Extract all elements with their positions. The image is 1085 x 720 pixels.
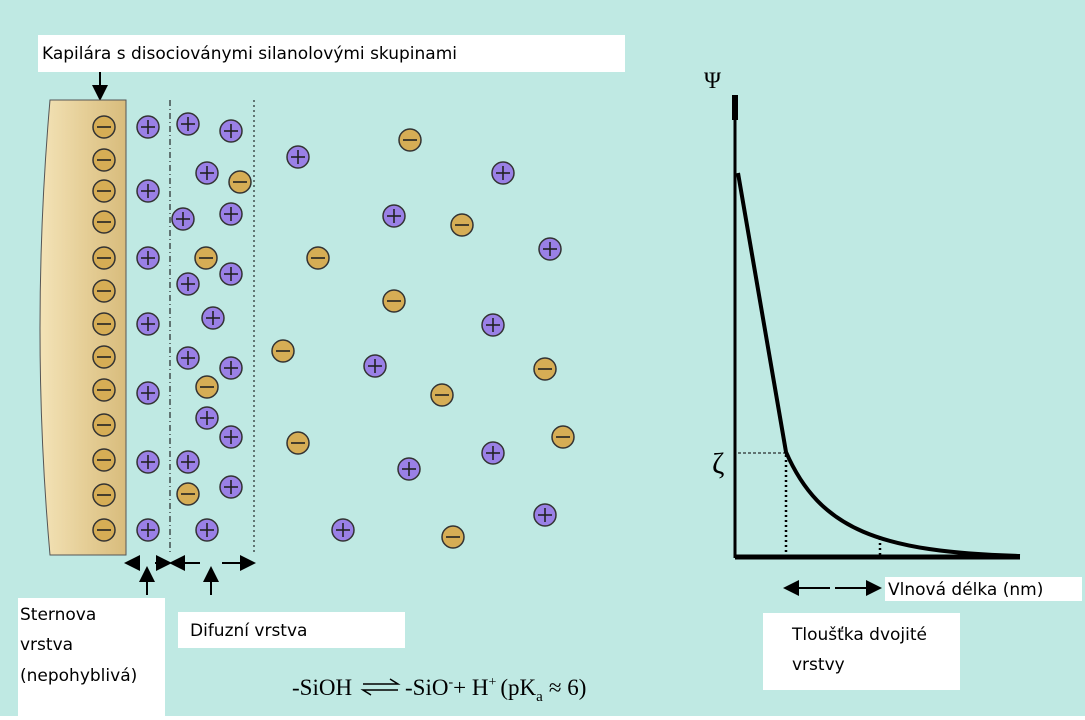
anion: [195, 375, 219, 399]
cation: [176, 272, 200, 296]
anion: [92, 378, 116, 402]
cation: [176, 112, 200, 136]
cation: [136, 179, 160, 203]
zeta-label: ζ: [712, 447, 724, 480]
cation: [136, 312, 160, 336]
cation: [219, 475, 243, 499]
anion: [92, 483, 116, 507]
anion: [92, 246, 116, 270]
cation: [219, 356, 243, 380]
cation: [286, 145, 310, 169]
cation: [481, 313, 505, 337]
cation: [136, 450, 160, 474]
cation: [136, 246, 160, 270]
cation: [176, 346, 200, 370]
x-axis-label: Vlnová délka (nm): [888, 580, 1043, 600]
thickness-label: Tloušťka dvojité: [791, 625, 927, 645]
cation: [481, 441, 505, 465]
cation: [331, 518, 355, 542]
anion: [176, 482, 200, 506]
anion: [92, 345, 116, 369]
anion: [92, 179, 116, 203]
equilibrium-arrow: [360, 678, 401, 696]
stern-label: Sternova: [20, 605, 96, 625]
anion: [450, 213, 474, 237]
anion: [92, 115, 116, 139]
anion: [194, 246, 218, 270]
label-box: [38, 35, 625, 72]
stern-label: (nepohyblivá): [20, 666, 137, 686]
cation: [382, 204, 406, 228]
cation: [136, 381, 160, 405]
cation: [363, 354, 387, 378]
ions: [92, 112, 575, 549]
cation: [538, 237, 562, 261]
cation: [219, 262, 243, 286]
anion: [92, 279, 116, 303]
arrows: [124, 555, 256, 595]
label-box: [178, 612, 405, 648]
cation: [219, 119, 243, 143]
cation: [195, 406, 219, 430]
cation: [136, 115, 160, 139]
anion: [286, 431, 310, 455]
text: -SiOH: [292, 675, 352, 700]
thickness-label: vrstvy: [792, 655, 845, 675]
diffuse-label: Difuzní vrstva: [190, 621, 307, 641]
anion: [382, 289, 406, 313]
anion: [398, 128, 422, 152]
text: +: [488, 675, 496, 690]
equation: -SiO-+ H+ (pKa ≈ 6): [405, 675, 586, 705]
anion: [551, 425, 575, 449]
cation: [176, 450, 200, 474]
equation: -SiOH: [292, 675, 352, 700]
label-box: [18, 598, 165, 716]
anion: [92, 413, 116, 437]
anion: [228, 170, 252, 194]
cation: [195, 161, 219, 185]
anion: [271, 339, 295, 363]
stern-label: vrstva: [20, 635, 73, 655]
anion: [92, 448, 116, 472]
anion: [92, 148, 116, 172]
anion: [92, 210, 116, 234]
anion: [92, 312, 116, 336]
cation: [533, 503, 557, 527]
anion: [306, 246, 330, 270]
cation: [195, 518, 219, 542]
graph: [732, 95, 1021, 560]
psi-label: Ψ: [704, 68, 721, 93]
text: + H: [453, 675, 488, 700]
cation: [219, 202, 243, 226]
capillary-label: Kapilára s disocioványmi silanolovými sk…: [42, 44, 457, 64]
cation: [491, 161, 515, 185]
anion: [533, 357, 557, 381]
text: (pK: [500, 675, 536, 700]
cation: [136, 518, 160, 542]
cation: [219, 425, 243, 449]
anion: [92, 518, 116, 542]
text: a: [536, 689, 543, 705]
label-box: [763, 613, 960, 690]
anion: [441, 525, 465, 549]
text: -: [448, 675, 453, 690]
text: -SiO: [405, 675, 448, 700]
cation: [397, 457, 421, 481]
anion: [430, 383, 454, 407]
cation: [171, 207, 195, 231]
text: ≈ 6): [549, 675, 587, 700]
cation: [201, 306, 225, 330]
label-box: [885, 577, 1082, 601]
